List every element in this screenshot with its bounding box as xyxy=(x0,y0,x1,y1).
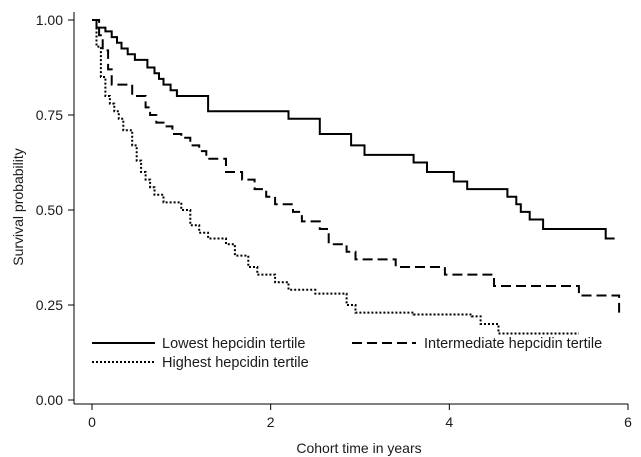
series-lines xyxy=(92,19,621,335)
legend-label-lowest: Lowest hepcidin tertile xyxy=(162,336,305,352)
y-tick-label: 0.25 xyxy=(36,297,63,313)
x-axis-title: Cohort time in years xyxy=(296,440,421,456)
y-tick-label: 0.00 xyxy=(36,392,63,408)
y-axis-title: Survival probability xyxy=(10,148,26,266)
series-line-2 xyxy=(92,19,579,335)
series-line-0 xyxy=(92,19,615,240)
x-tick-label: 4 xyxy=(445,414,453,430)
x-tick-label: 6 xyxy=(624,414,632,430)
legend-label-highest: Highest hepcidin tertile xyxy=(162,355,309,371)
y-tick-label: 1.00 xyxy=(36,12,63,28)
series-line-1 xyxy=(92,19,621,313)
x-tick-label: 0 xyxy=(88,414,96,430)
legend: Lowest hepcidin tertile Intermediate hep… xyxy=(92,336,602,371)
x-tick-label: 2 xyxy=(267,414,275,430)
y-tick-label: 0.50 xyxy=(36,202,63,218)
axis-ticks: 0.00 0.25 0.50 0.75 1.00 0 2 4 6 xyxy=(36,12,632,430)
y-tick-label: 0.75 xyxy=(36,107,63,123)
legend-label-intermediate: Intermediate hepcidin tertile xyxy=(424,336,602,352)
